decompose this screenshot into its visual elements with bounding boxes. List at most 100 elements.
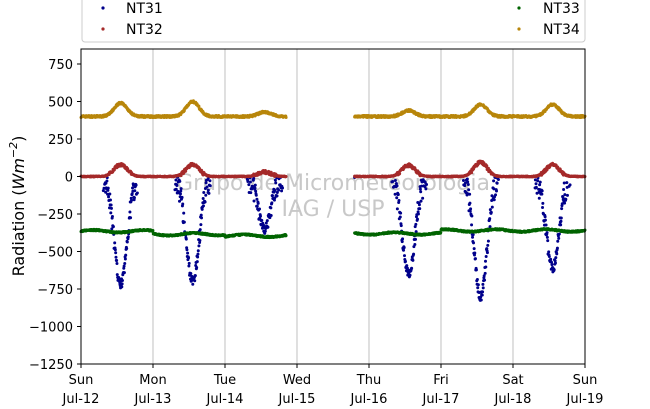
point-nt31 (175, 184, 179, 188)
point-nt31 (557, 236, 561, 240)
point-nt31 (461, 179, 465, 183)
point-nt31 (115, 258, 119, 262)
point-nt31 (109, 211, 113, 215)
point-nt31 (481, 286, 485, 290)
point-nt31 (559, 216, 563, 220)
point-nt31 (485, 247, 489, 251)
point-nt31 (265, 219, 269, 223)
point-nt31 (129, 216, 133, 220)
point-nt31 (393, 192, 397, 196)
point-nt31 (402, 254, 406, 258)
point-nt31 (483, 259, 487, 263)
point-nt31 (198, 239, 202, 243)
point-nt31 (178, 192, 182, 196)
x-tick-label-date: Jul-15 (278, 392, 316, 407)
point-nt31 (195, 266, 199, 270)
y-axis-label-unit: Wm (9, 158, 28, 189)
point-nt31 (130, 192, 134, 196)
point-nt31 (402, 248, 406, 252)
point-nt32 (184, 169, 188, 173)
point-nt31 (550, 263, 554, 267)
point-nt31 (191, 282, 195, 286)
point-nt34 (284, 115, 288, 119)
x-tick-label-date: Jul-12 (62, 392, 100, 407)
point-nt31 (559, 219, 563, 223)
point-nt31 (550, 260, 554, 264)
point-nt31 (134, 183, 138, 187)
point-nt31 (270, 194, 274, 198)
point-nt31 (492, 179, 496, 183)
point-nt31 (248, 180, 252, 184)
point-nt31 (420, 184, 424, 188)
point-nt31 (403, 259, 407, 263)
point-nt31 (483, 271, 487, 275)
point-nt31 (266, 225, 270, 229)
point-nt31 (260, 218, 264, 222)
point-nt31 (473, 251, 477, 255)
point-nt31 (393, 179, 397, 183)
point-nt31 (102, 186, 106, 190)
point-nt31 (488, 217, 492, 221)
point-nt31 (196, 255, 200, 259)
point-nt31 (277, 188, 281, 192)
y-tick-label: −1000 (29, 321, 73, 336)
point-nt31 (182, 220, 186, 224)
point-nt31 (560, 207, 564, 211)
point-nt34 (182, 109, 186, 113)
x-tick-label-date: Jul-14 (206, 392, 244, 407)
x-axis: SunJul-12MonJul-13TueJul-14WedJul-15ThuJ… (62, 364, 603, 407)
point-nt31 (120, 282, 124, 286)
point-nt31 (200, 216, 204, 220)
point-nt31 (545, 235, 549, 239)
point-nt31 (114, 251, 118, 255)
point-nt31 (468, 192, 472, 196)
point-nt31 (485, 251, 489, 255)
point-nt31 (547, 255, 551, 259)
point-nt31 (270, 201, 274, 205)
point-nt31 (482, 274, 486, 278)
point-nt31 (472, 247, 476, 251)
point-nt31 (111, 225, 115, 229)
x-tick-label-day: Fri (433, 373, 449, 388)
y-axis-label: Radiation (Wm−2) (7, 136, 28, 277)
y-tick-label: 0 (65, 171, 73, 186)
point-nt33 (284, 234, 288, 238)
point-nt31 (541, 201, 545, 205)
point-nt31 (253, 186, 257, 190)
point-nt31 (492, 198, 496, 202)
point-nt31 (108, 192, 112, 196)
point-nt31 (543, 218, 547, 222)
point-nt31 (536, 179, 540, 183)
point-nt31 (470, 223, 474, 227)
point-nt31 (398, 215, 402, 219)
point-nt31 (417, 203, 421, 207)
point-nt31 (132, 196, 136, 200)
point-nt31 (413, 225, 417, 229)
point-nt31 (273, 178, 277, 182)
point-nt31 (204, 193, 208, 197)
point-nt31 (549, 257, 553, 261)
point-nt31 (555, 246, 559, 250)
point-nt31 (538, 180, 542, 184)
point-nt31 (135, 191, 139, 195)
point-nt31 (414, 237, 418, 241)
point-nt31 (410, 266, 414, 270)
point-nt31 (481, 282, 485, 286)
point-nt31 (540, 189, 544, 193)
legend-marker-nt31 (101, 6, 105, 10)
point-nt31 (101, 189, 105, 193)
point-nt31 (193, 279, 197, 283)
legend: NT31 NT32 NT33 NT34 (81, 0, 586, 43)
point-nt31 (397, 199, 401, 203)
point-nt31 (189, 271, 193, 275)
point-nt31 (405, 264, 409, 268)
point-nt31 (106, 188, 110, 192)
point-nt31 (246, 180, 250, 184)
x-tick-label-date: Jul-17 (422, 392, 460, 407)
x-tick-label-day: Wed (283, 373, 311, 388)
point-nt31 (413, 242, 417, 246)
point-nt31 (554, 256, 558, 260)
y-axis-label-exponent: −2 (7, 142, 20, 158)
point-nt31 (418, 207, 422, 211)
